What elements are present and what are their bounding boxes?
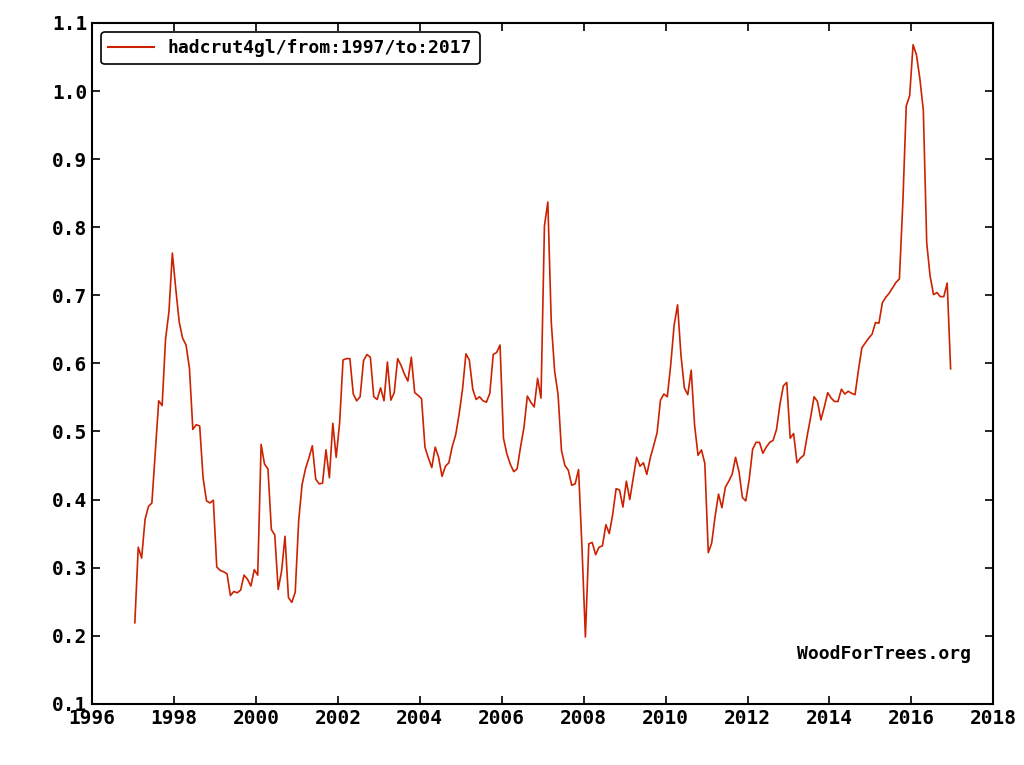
Text: WoodForTrees.org: WoodForTrees.org xyxy=(797,645,971,663)
Legend: hadcrut4gl/from:1997/to:2017: hadcrut4gl/from:1997/to:2017 xyxy=(101,32,479,64)
